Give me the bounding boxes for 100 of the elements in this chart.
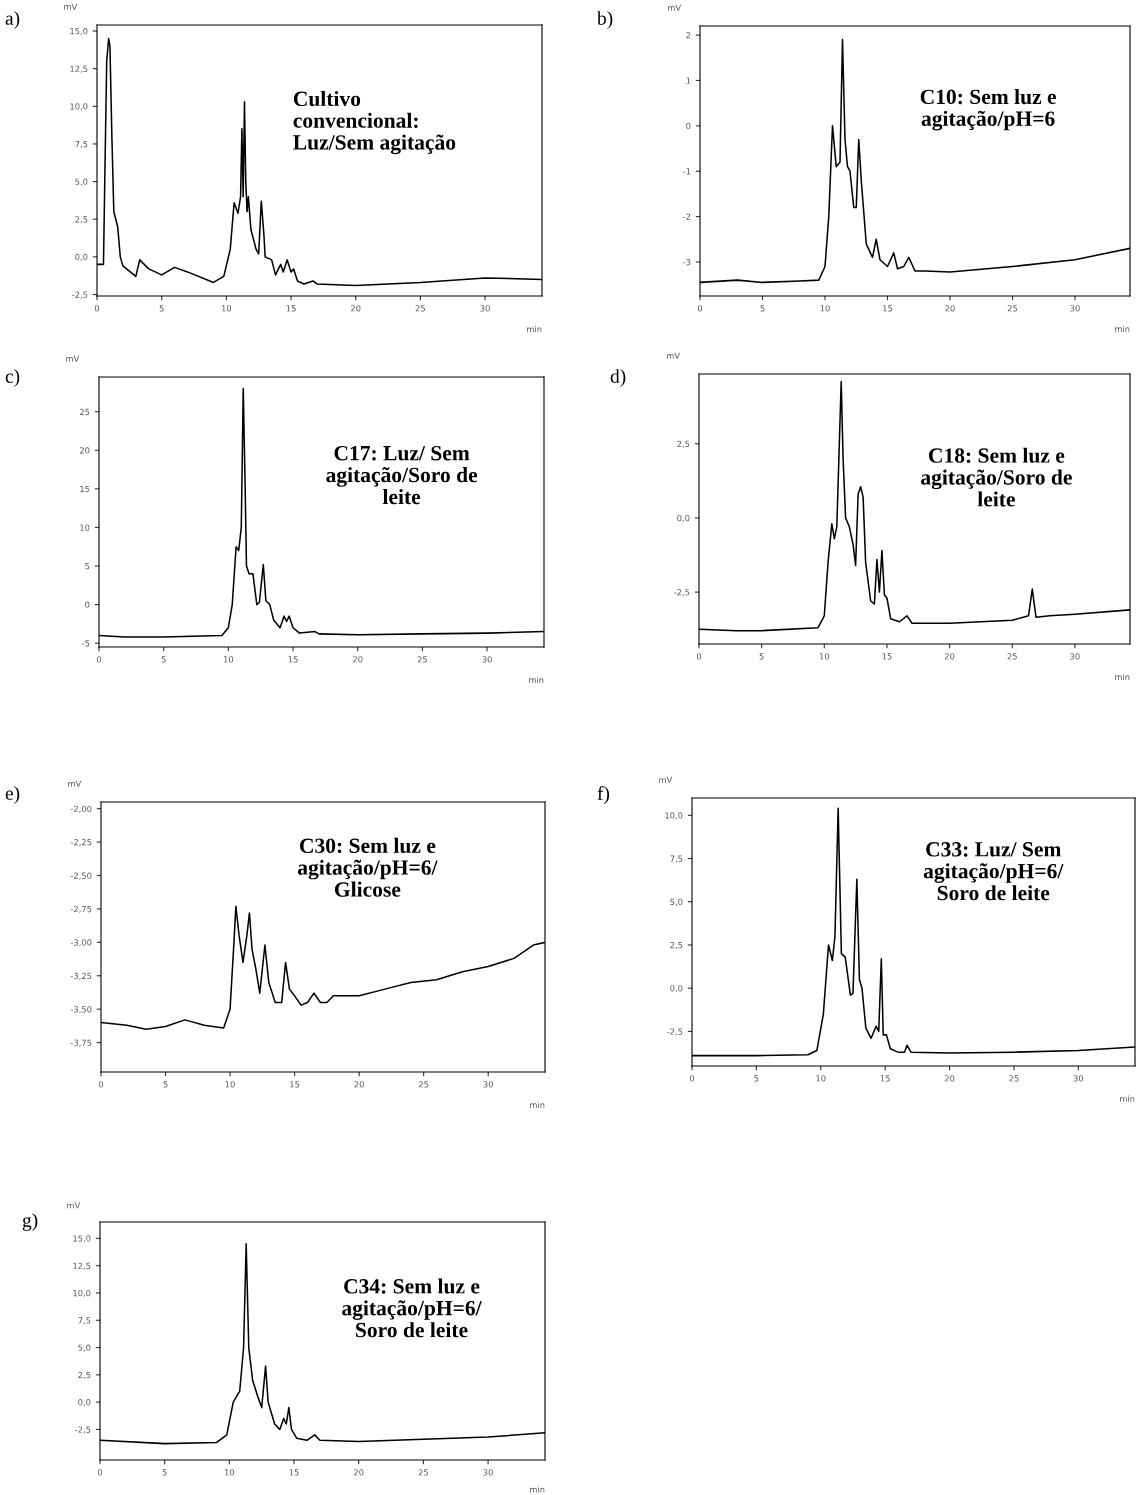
y-tick-label: -3,25 xyxy=(70,972,92,980)
x-tick-label: 15 xyxy=(882,653,892,660)
y-tick-label: -3 xyxy=(683,258,691,266)
x-tick-label: 30 xyxy=(480,305,490,312)
y-tick-label: -2,50 xyxy=(70,872,92,880)
y-tick-label: -2,25 xyxy=(70,839,92,847)
x-tick-label: 5 xyxy=(754,1075,759,1082)
x-tick-label: 0 xyxy=(696,653,702,660)
y-tick-label: 7,5 xyxy=(75,141,88,149)
x-tick-label: 0 xyxy=(697,305,703,312)
y-tick-label: 5,0 xyxy=(78,1344,91,1352)
x-tick-label: 15 xyxy=(290,1081,300,1088)
y-tick-label: 0 xyxy=(85,601,90,608)
y-tick-label: 0 xyxy=(686,122,691,130)
y-tick-label: 10,0 xyxy=(665,812,683,820)
y-tick-label: 10,0 xyxy=(70,103,88,111)
y-tick-label: -3,00 xyxy=(70,939,92,947)
x-axis-title: min xyxy=(1120,1095,1135,1102)
y-axis-title: mV xyxy=(666,352,680,359)
chart-title: d) xyxy=(610,369,626,387)
x-tick-label: 15 xyxy=(289,1469,299,1476)
y-tick-label: -2,5 xyxy=(667,1028,683,1036)
x-tick-label: 10 xyxy=(225,1081,235,1088)
annotation: C18: Sem luz e agitação/Soro de leite xyxy=(921,447,1072,507)
x-axis-title: min xyxy=(1115,325,1130,333)
y-tick-label: -2,00 xyxy=(70,805,92,813)
x-tick-label: 20 xyxy=(354,1469,364,1476)
x-tick-label: 0 xyxy=(94,305,100,312)
y-tick-label: -2,75 xyxy=(70,905,92,914)
chart-title: g) xyxy=(22,1213,38,1231)
chart-title: c) xyxy=(5,369,20,387)
x-tick-label: 10 xyxy=(820,305,830,312)
x-tick-label: 10 xyxy=(223,656,234,663)
x-tick-label: 30 xyxy=(482,656,492,663)
x-tick-label: 20 xyxy=(353,656,363,663)
x-tick-label: 5 xyxy=(162,1469,167,1476)
x-axis-title: min xyxy=(527,325,542,333)
y-tick-label: 2,5 xyxy=(677,440,690,448)
x-tick-label: 0 xyxy=(96,656,102,663)
x-tick-label: 20 xyxy=(944,1075,955,1082)
y-tick-label: 20 xyxy=(79,447,90,454)
x-tick-label: 25 xyxy=(1007,653,1017,660)
y-tick-label: 0,0 xyxy=(75,253,88,261)
x-tick-label: 5 xyxy=(760,305,765,312)
x-tick-label: 20 xyxy=(944,653,955,660)
chart-title: b) xyxy=(597,11,613,29)
y-axis-title: mV xyxy=(659,776,673,783)
y-tick-label: 12,5 xyxy=(70,65,88,73)
y-tick-label: 10 xyxy=(80,524,90,531)
y-tick-label: 2,5 xyxy=(75,216,88,224)
y-tick-label: 7,5 xyxy=(78,1317,91,1325)
y-tick-label: 15,0 xyxy=(73,1235,91,1243)
y-tick-label: 5,0 xyxy=(75,178,88,186)
x-tick-label: 25 xyxy=(1007,305,1018,312)
y-tick-label: 5,0 xyxy=(670,898,683,906)
x-tick-label: 25 xyxy=(415,305,425,312)
x-tick-label: 30 xyxy=(483,1081,493,1088)
x-tick-label: 0 xyxy=(97,1469,103,1476)
annotation: C30: Sem luz e agitação/pH=6/ Glicose xyxy=(297,837,438,897)
y-tick-label: -2,5 xyxy=(75,1426,91,1434)
annotation: C34: Sem luz e agitação/pH=6/ Soro de leite xyxy=(342,1278,482,1338)
x-tick-label: 15 xyxy=(883,305,893,312)
y-tick-label: 0,0 xyxy=(677,514,690,523)
x-axis-title: min xyxy=(529,676,544,684)
y-tick-label: 5 xyxy=(85,563,90,570)
chart-title: a) xyxy=(5,11,20,29)
x-tick-label: 10 xyxy=(224,1469,235,1476)
y-tick-label: -1 xyxy=(683,168,691,175)
y-tick-label: 0,0 xyxy=(78,1399,91,1407)
x-axis-title: min xyxy=(530,1101,545,1109)
x-tick-label: 10 xyxy=(816,1075,826,1082)
x-tick-label: 30 xyxy=(1073,1075,1084,1082)
x-tick-label: 5 xyxy=(759,653,764,660)
x-tick-label: 20 xyxy=(945,305,955,312)
annotation: Cultivo convencional: Luz/Sem agitação xyxy=(293,90,456,155)
x-axis-title: min xyxy=(1115,673,1130,681)
x-tick-label: 10 xyxy=(819,653,830,660)
x-tick-label: 10 xyxy=(221,305,232,312)
annotation: C33: Luz/ Sem agitação/pH=6/ Soro de leite xyxy=(923,842,1064,901)
y-tick-label: 25 xyxy=(79,408,90,415)
x-tick-label: 30 xyxy=(483,1469,493,1476)
x-tick-label: 15 xyxy=(286,305,296,312)
y-axis-title: mV xyxy=(67,1202,81,1209)
y-tick-label: -5 xyxy=(82,640,90,647)
y-tick-label: -3,75 xyxy=(70,1039,92,1047)
x-tick-label: 20 xyxy=(354,1081,364,1088)
y-tick-label: 1 xyxy=(686,77,691,84)
chart-title: e) xyxy=(5,786,20,804)
chart-title: f) xyxy=(597,786,610,804)
x-tick-label: 5 xyxy=(163,1081,168,1088)
y-tick-label: 2,5 xyxy=(78,1371,91,1379)
x-tick-label: 25 xyxy=(418,1081,429,1088)
x-tick-label: 25 xyxy=(1009,1075,1019,1082)
y-tick-label: -2 xyxy=(683,213,691,220)
y-tick-label: -3,50 xyxy=(70,1006,92,1014)
y-axis-title: mV xyxy=(68,780,82,787)
y-tick-label: 7,5 xyxy=(670,855,683,863)
x-tick-label: 15 xyxy=(880,1075,890,1082)
y-tick-label: 15 xyxy=(80,485,90,493)
x-tick-label: 30 xyxy=(1070,305,1080,312)
